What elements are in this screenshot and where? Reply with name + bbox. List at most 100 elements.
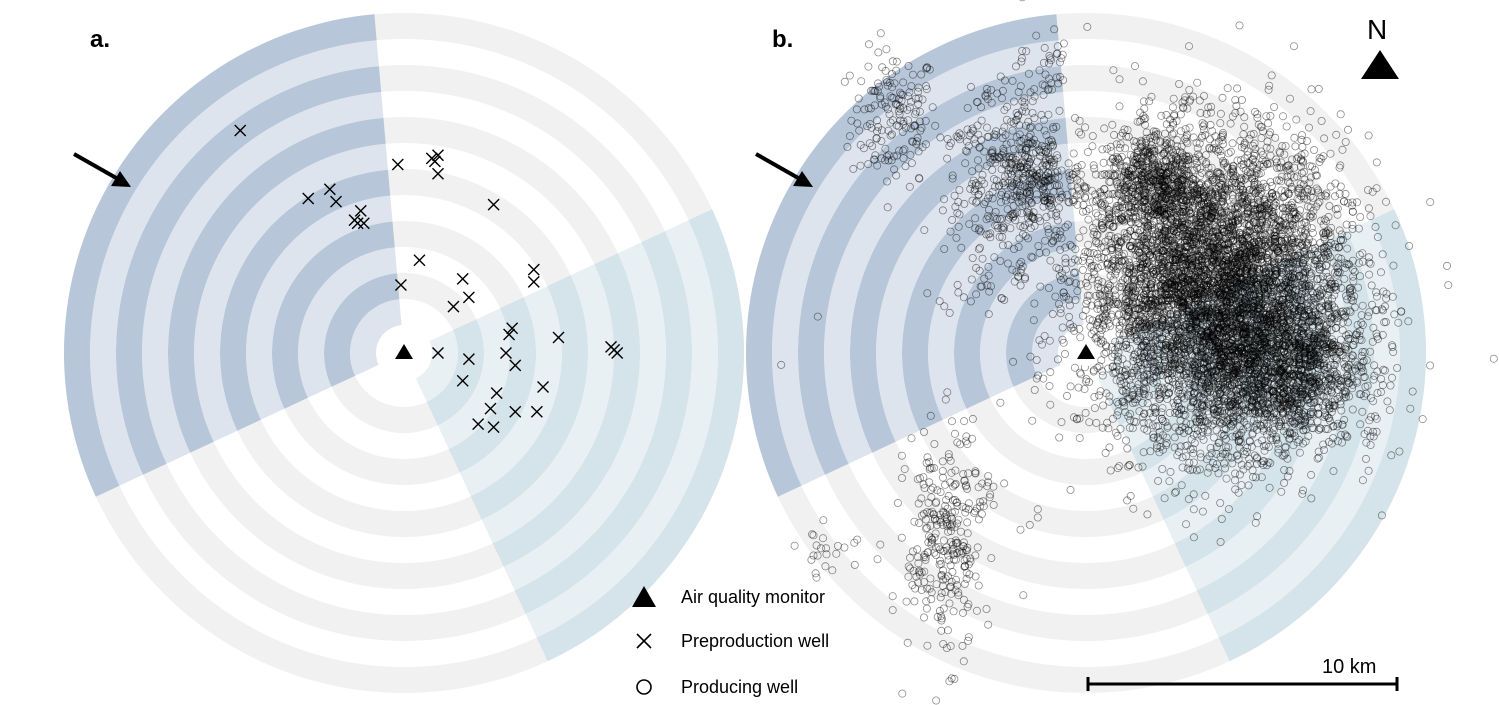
producing-well-marker [1233, 84, 1242, 93]
producing-well-marker [1049, 187, 1058, 196]
producing-well-marker [1021, 107, 1030, 116]
producing-well-marker [1009, 179, 1018, 188]
producing-well-marker [940, 195, 949, 204]
producing-well-marker [997, 198, 1006, 207]
producing-well-marker [1040, 177, 1049, 186]
producing-well-marker [1068, 170, 1077, 179]
producing-well-marker [964, 141, 973, 150]
producing-well-marker [1043, 175, 1052, 184]
producing-well-marker [1001, 130, 1010, 139]
sector-se-band [470, 275, 588, 520]
preproduction-well-marker [462, 353, 475, 366]
producing-well-marker [1025, 160, 1034, 169]
producing-well-marker [1083, 148, 1092, 157]
producing-well-marker [951, 202, 960, 211]
sector-se-band [1152, 275, 1271, 520]
producing-well-marker [1030, 214, 1039, 223]
producing-well-marker [1046, 175, 1055, 184]
producing-well-marker [1000, 181, 1009, 190]
preproduction-well-marker [456, 374, 469, 387]
producing-well-marker [1024, 213, 1033, 222]
producing-well-marker [998, 214, 1007, 223]
producing-well-marker [1426, 361, 1435, 370]
producing-well-marker [1013, 111, 1022, 120]
preproduction-well-marker [472, 418, 485, 431]
producing-well-marker [1007, 158, 1016, 167]
sector-nw-band [1006, 273, 1082, 387]
producing-well-marker [906, 124, 915, 133]
producing-well-marker [1046, 199, 1055, 208]
producing-well-marker [899, 154, 908, 163]
sector-se-band [448, 297, 536, 473]
producing-well-marker [999, 144, 1008, 153]
producing-well-marker [959, 293, 968, 302]
producing-well-marker [980, 200, 989, 209]
producing-well-marker [1027, 166, 1036, 175]
producing-well-marker [883, 81, 892, 90]
producing-well-marker [1027, 180, 1036, 189]
producing-well-marker [923, 63, 932, 72]
producing-well-marker [1013, 163, 1022, 172]
producing-well-marker [904, 62, 913, 71]
producing-well-marker [1063, 190, 1072, 199]
producing-well-marker [1041, 147, 1050, 156]
producing-well-marker [1072, 167, 1081, 176]
producing-well-marker [1015, 121, 1024, 130]
producing-well-marker [1002, 115, 1011, 124]
producing-well-marker [1025, 211, 1034, 220]
preproduction-well-marker [456, 272, 469, 285]
producing-well-marker [918, 95, 927, 104]
producing-well-marker [997, 150, 1006, 159]
producing-well-marker [1002, 161, 1011, 170]
sector-nw-band [954, 221, 1077, 409]
producing-well-marker [884, 156, 893, 165]
producing-well-marker [1017, 54, 1026, 63]
producing-well-marker [882, 78, 891, 87]
producing-well-marker [876, 92, 885, 101]
producing-well-marker [1048, 142, 1057, 151]
producing-well-marker [877, 100, 886, 109]
producing-well-marker [873, 87, 882, 96]
producing-well-marker [1025, 139, 1034, 148]
sector-nw-band [194, 143, 388, 442]
producing-well-marker [985, 153, 994, 162]
producing-well-marker [1016, 162, 1025, 171]
producing-well-marker [886, 118, 895, 127]
producing-well-marker [974, 190, 983, 199]
producing-well-marker [980, 147, 989, 156]
producing-well-marker [974, 181, 983, 190]
producing-well-marker [1014, 111, 1023, 120]
sector-se-band [1097, 330, 1140, 402]
producing-well-marker [1004, 169, 1013, 178]
producing-well-marker [997, 190, 1006, 199]
producing-well-marker [1052, 49, 1061, 58]
producing-well-marker [1040, 81, 1049, 90]
producing-well-marker [955, 185, 964, 194]
producing-well-marker [1053, 167, 1062, 176]
producing-well-marker [1007, 183, 1016, 192]
producing-well-marker [1058, 269, 1067, 278]
producing-well-marker [1025, 194, 1034, 203]
producing-well-marker [922, 85, 931, 94]
preproduction-well-marker [552, 331, 565, 344]
producing-well-marker [1035, 66, 1044, 75]
producing-well-marker [977, 186, 986, 195]
producing-well-marker [971, 181, 980, 190]
producing-well-marker [968, 167, 977, 176]
air-quality-monitor-icon [395, 344, 413, 359]
producing-well-marker [894, 122, 903, 131]
producing-well-marker [981, 91, 990, 100]
producing-well-marker [904, 92, 913, 101]
producing-well-marker [877, 137, 886, 146]
producing-well-marker [1053, 49, 1062, 58]
producing-well-marker [1298, 142, 1307, 151]
producing-well-marker [1019, 0, 1026, 2]
producing-well-marker [1056, 193, 1065, 202]
producing-well-marker [988, 165, 997, 174]
producing-well-marker [1011, 155, 1020, 164]
producing-well-marker [996, 153, 1005, 162]
producing-well-marker [1034, 176, 1043, 185]
producing-well-marker [1020, 98, 1029, 107]
sector-se-band [415, 330, 458, 402]
producing-well-marker [1039, 90, 1048, 99]
